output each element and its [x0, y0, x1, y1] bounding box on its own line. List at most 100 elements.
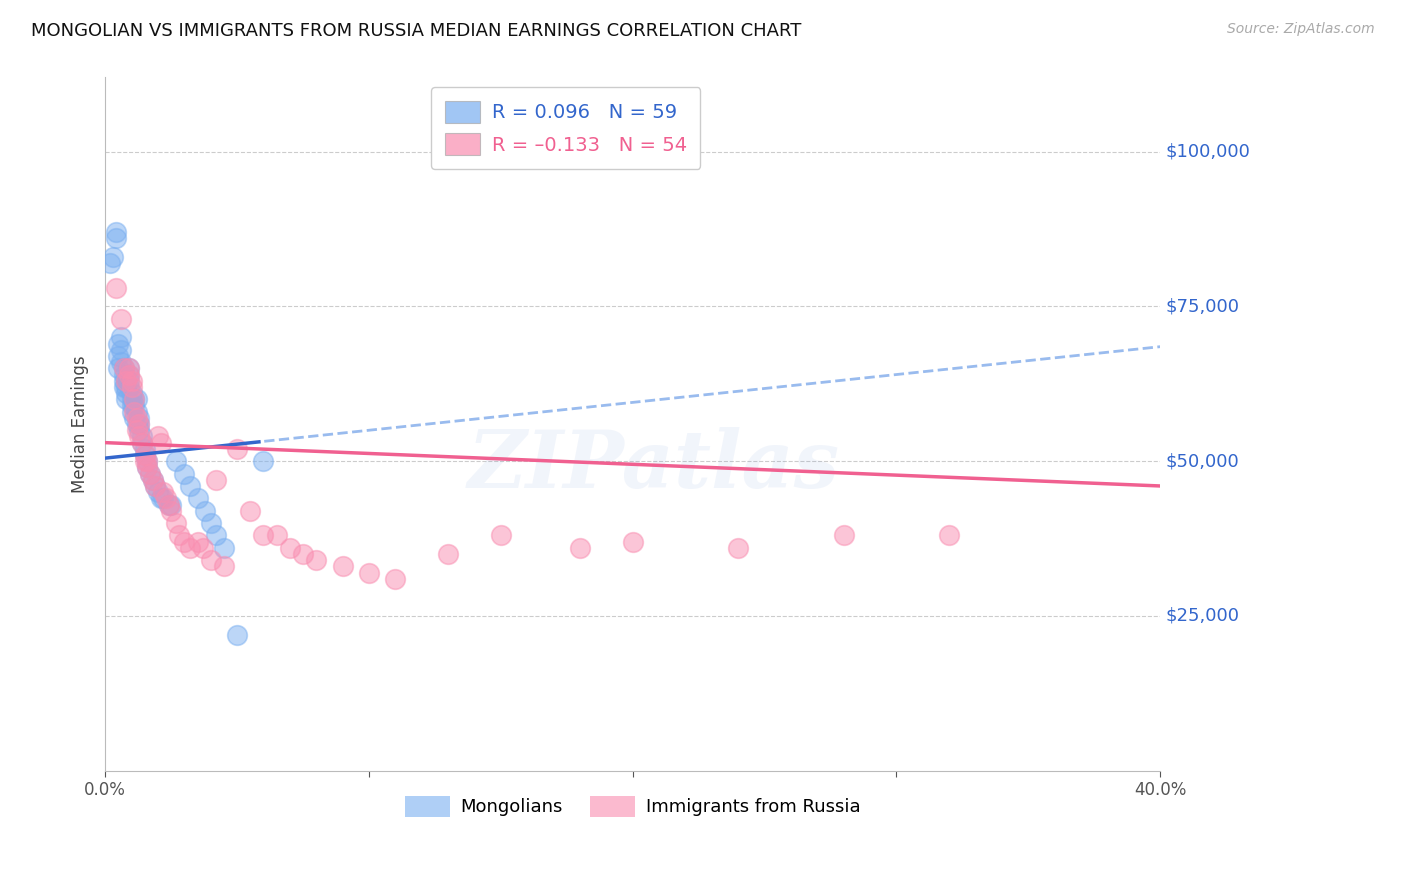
Point: [136, 460, 159, 475]
Point: [112, 380, 135, 394]
Point: [121, 399, 143, 413]
Point: [134, 448, 156, 462]
Point: [143, 479, 166, 493]
Point: [118, 368, 141, 382]
Point: [149, 491, 172, 506]
Point: [122, 410, 145, 425]
Point: [115, 374, 138, 388]
Point: [101, 250, 124, 264]
Point: [121, 374, 143, 388]
Point: [118, 374, 141, 388]
Point: [146, 429, 169, 443]
Point: [128, 417, 150, 431]
Point: [110, 311, 132, 326]
Point: [131, 429, 153, 443]
Point: [110, 355, 132, 369]
Point: [125, 423, 148, 437]
Point: [152, 485, 174, 500]
Point: [128, 417, 150, 431]
Point: [121, 386, 143, 401]
Point: [122, 392, 145, 407]
Text: $100,000: $100,000: [1166, 143, 1250, 161]
Point: [115, 386, 138, 401]
Point: [155, 491, 177, 506]
Point: [186, 491, 208, 506]
Y-axis label: Median Earnings: Median Earnings: [72, 355, 89, 493]
Point: [128, 429, 150, 443]
Point: [100, 256, 122, 270]
Point: [128, 410, 150, 425]
Point: [179, 541, 201, 555]
Point: [149, 435, 172, 450]
Point: [115, 374, 138, 388]
Point: [200, 553, 222, 567]
Point: [136, 460, 159, 475]
Text: $25,000: $25,000: [1166, 607, 1239, 625]
Point: [146, 485, 169, 500]
Text: MONGOLIAN VS IMMIGRANTS FROM RUSSIA MEDIAN EARNINGS CORRELATION CHART: MONGOLIAN VS IMMIGRANTS FROM RUSSIA MEDI…: [31, 22, 801, 40]
Point: [121, 392, 143, 407]
Text: ZIPatlas: ZIPatlas: [468, 427, 839, 504]
Point: [107, 336, 129, 351]
Point: [125, 405, 148, 419]
Point: [112, 361, 135, 376]
Point: [112, 361, 135, 376]
Point: [125, 410, 148, 425]
Point: [191, 541, 214, 555]
Point: [205, 473, 228, 487]
Point: [938, 528, 960, 542]
Point: [110, 330, 132, 344]
Point: [226, 627, 249, 641]
Point: [134, 454, 156, 468]
Point: [125, 392, 148, 407]
Point: [832, 528, 855, 542]
Point: [278, 541, 301, 555]
Point: [121, 405, 143, 419]
Point: [292, 547, 315, 561]
Point: [110, 343, 132, 357]
Point: [568, 541, 591, 555]
Point: [252, 454, 274, 468]
Point: [122, 392, 145, 407]
Text: $75,000: $75,000: [1166, 297, 1239, 316]
Point: [489, 528, 512, 542]
Point: [384, 572, 406, 586]
Legend: Mongolians, Immigrants from Russia: Mongolians, Immigrants from Russia: [398, 789, 868, 824]
Point: [305, 553, 328, 567]
Point: [157, 498, 180, 512]
Point: [200, 516, 222, 530]
Point: [727, 541, 749, 555]
Point: [139, 467, 162, 481]
Point: [104, 231, 127, 245]
Point: [226, 442, 249, 456]
Point: [104, 225, 127, 239]
Point: [112, 374, 135, 388]
Point: [118, 361, 141, 376]
Point: [104, 281, 127, 295]
Point: [212, 541, 235, 555]
Point: [332, 559, 354, 574]
Point: [152, 491, 174, 506]
Point: [167, 528, 190, 542]
Point: [179, 479, 201, 493]
Point: [142, 473, 165, 487]
Point: [139, 467, 162, 481]
Point: [122, 405, 145, 419]
Point: [621, 534, 644, 549]
Point: [107, 361, 129, 376]
Point: [165, 454, 187, 468]
Point: [160, 504, 183, 518]
Point: [128, 423, 150, 437]
Text: $50,000: $50,000: [1166, 452, 1239, 470]
Point: [357, 566, 380, 580]
Point: [173, 534, 195, 549]
Point: [118, 368, 141, 382]
Point: [134, 442, 156, 456]
Point: [136, 454, 159, 468]
Point: [266, 528, 288, 542]
Point: [115, 380, 138, 394]
Point: [143, 479, 166, 493]
Point: [173, 467, 195, 481]
Point: [157, 498, 180, 512]
Point: [121, 380, 143, 394]
